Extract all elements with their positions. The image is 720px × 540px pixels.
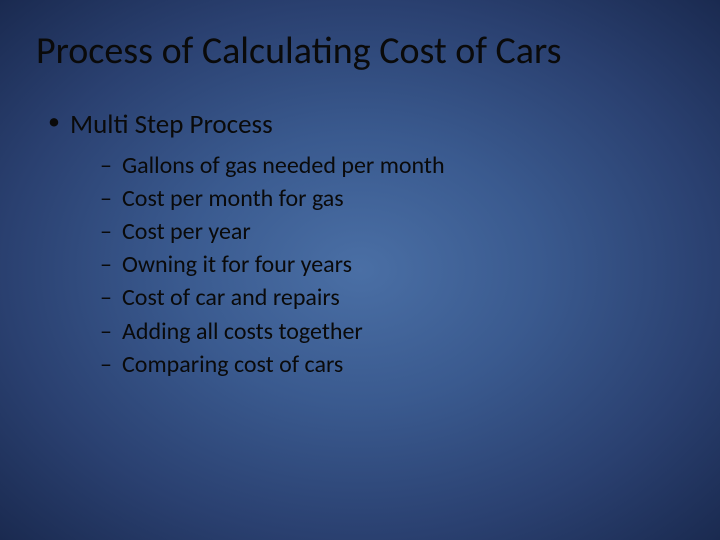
list-item: Comparing cost of cars [100,348,690,381]
bullet-list-level2: Gallons of gas needed per month Cost per… [100,149,690,381]
bullet-text: Owning it for four years [122,250,352,279]
bullet-text: Cost of car and repairs [122,283,340,312]
bullet-text: Gallons of gas needed per month [122,151,445,180]
bullet-text: Comparing cost of cars [122,350,343,379]
list-item: Multi Step Process Gallons of gas needed… [48,108,690,381]
bullet-text: Cost per year [122,217,251,246]
list-item: Gallons of gas needed per month [100,149,690,182]
list-item: Cost per year [100,215,690,248]
list-item: Cost per month for gas [100,182,690,215]
bullet-list-level1: Multi Step Process Gallons of gas needed… [48,108,690,381]
bullet-text: Adding all costs together [122,317,363,346]
list-item: Cost of car and repairs [100,281,690,314]
bullet-text: Multi Step Process [70,108,273,141]
bullet-text: Cost per month for gas [122,184,344,213]
list-item: Owning it for four years [100,248,690,281]
slide-container: Process of Calculating Cost of Cars Mult… [0,0,720,540]
slide-title: Process of Calculating Cost of Cars [36,28,690,74]
list-item: Adding all costs together [100,315,690,348]
